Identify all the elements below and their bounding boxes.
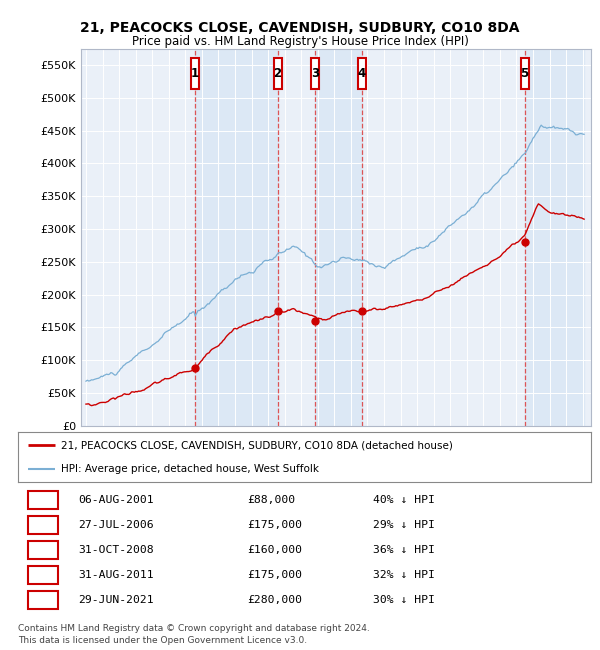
Text: 06-AUG-2001: 06-AUG-2001 — [78, 495, 154, 505]
Bar — [311, 58, 319, 89]
Bar — [28, 591, 58, 609]
Text: 1: 1 — [191, 67, 199, 80]
Text: 29-JUN-2021: 29-JUN-2021 — [78, 595, 154, 604]
Text: 4: 4 — [39, 568, 47, 581]
Text: 31-OCT-2008: 31-OCT-2008 — [78, 545, 154, 555]
Text: 3: 3 — [311, 67, 319, 80]
Text: HPI: Average price, detached house, West Suffolk: HPI: Average price, detached house, West… — [61, 463, 319, 474]
Bar — [315, 49, 362, 426]
Bar — [274, 58, 281, 89]
Bar — [28, 566, 58, 584]
Text: £88,000: £88,000 — [247, 495, 295, 505]
Text: 30% ↓ HPI: 30% ↓ HPI — [373, 595, 435, 604]
Text: £280,000: £280,000 — [247, 595, 302, 604]
Text: 27-JUL-2006: 27-JUL-2006 — [78, 520, 154, 530]
Bar — [28, 491, 58, 509]
Text: 29% ↓ HPI: 29% ↓ HPI — [373, 520, 435, 530]
Text: 32% ↓ HPI: 32% ↓ HPI — [373, 570, 435, 580]
Bar — [28, 516, 58, 534]
Text: 5: 5 — [520, 67, 529, 80]
Text: 3: 3 — [39, 543, 47, 556]
Text: 2: 2 — [39, 519, 47, 532]
Text: 2: 2 — [274, 67, 281, 80]
Text: This data is licensed under the Open Government Licence v3.0.: This data is licensed under the Open Gov… — [18, 636, 307, 645]
Text: 21, PEACOCKS CLOSE, CAVENDISH, SUDBURY, CO10 8DA: 21, PEACOCKS CLOSE, CAVENDISH, SUDBURY, … — [80, 21, 520, 35]
Text: 5: 5 — [39, 593, 47, 606]
Text: 1: 1 — [39, 493, 47, 506]
Text: Contains HM Land Registry data © Crown copyright and database right 2024.: Contains HM Land Registry data © Crown c… — [18, 624, 370, 633]
Bar — [191, 58, 199, 89]
Text: Price paid vs. HM Land Registry's House Price Index (HPI): Price paid vs. HM Land Registry's House … — [131, 35, 469, 48]
Bar — [28, 541, 58, 559]
Bar — [524, 49, 584, 426]
Text: 31-AUG-2011: 31-AUG-2011 — [78, 570, 154, 580]
Bar — [195, 49, 278, 426]
Text: £160,000: £160,000 — [247, 545, 302, 555]
Text: 36% ↓ HPI: 36% ↓ HPI — [373, 545, 435, 555]
Text: 4: 4 — [358, 67, 366, 80]
Text: £175,000: £175,000 — [247, 520, 302, 530]
Bar — [521, 58, 529, 89]
Text: £175,000: £175,000 — [247, 570, 302, 580]
Text: 21, PEACOCKS CLOSE, CAVENDISH, SUDBURY, CO10 8DA (detached house): 21, PEACOCKS CLOSE, CAVENDISH, SUDBURY, … — [61, 440, 453, 450]
Bar — [358, 58, 366, 89]
Text: 40% ↓ HPI: 40% ↓ HPI — [373, 495, 435, 505]
